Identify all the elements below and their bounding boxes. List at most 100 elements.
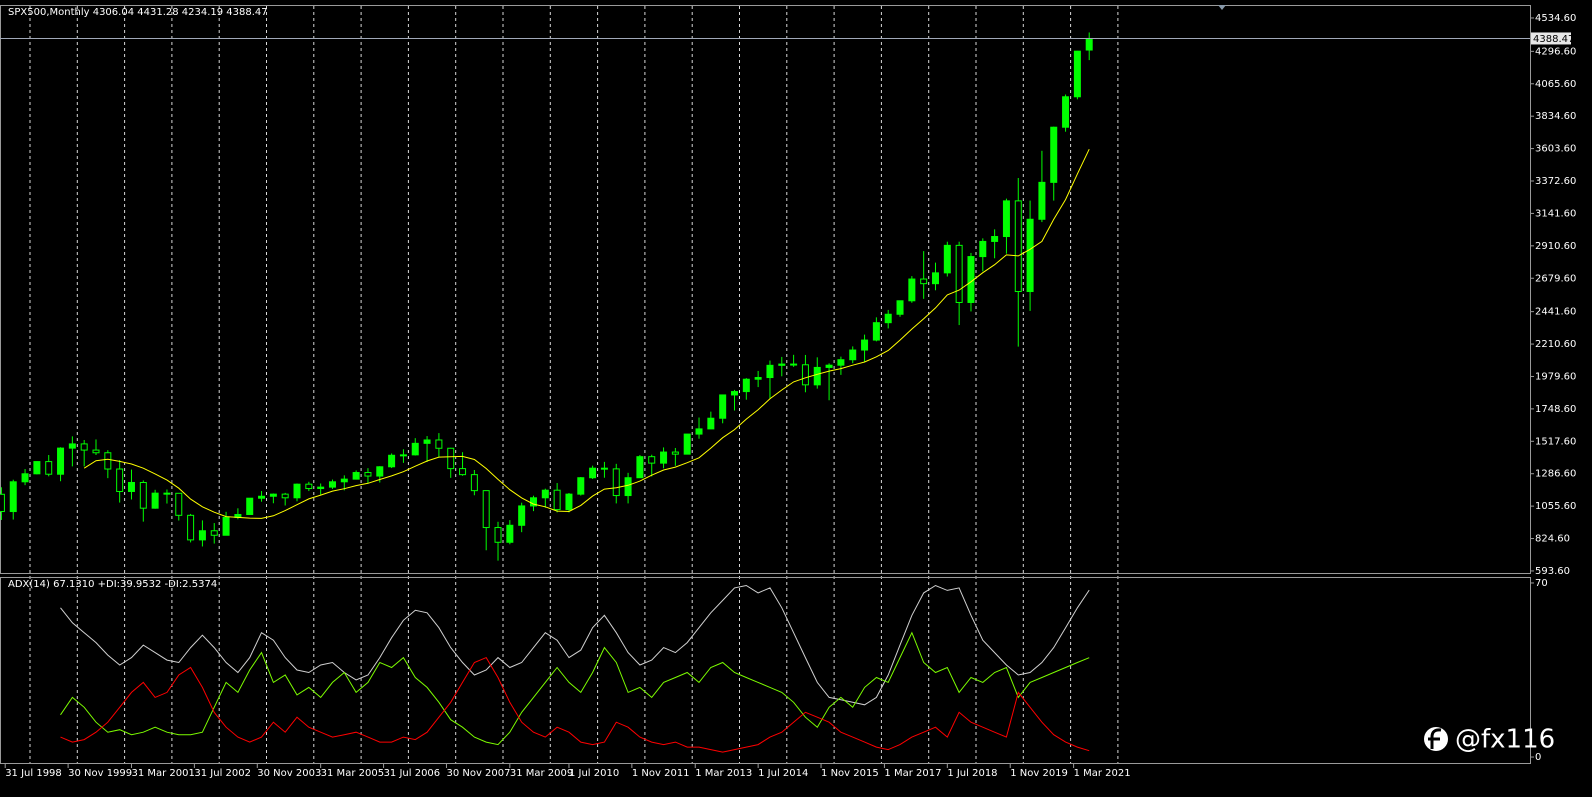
x-tick-label: 1 Nov 2019: [1010, 768, 1068, 779]
candle-body: [459, 468, 467, 476]
candle-body: [683, 433, 691, 455]
candle-body: [305, 483, 313, 490]
watermark-icon-glyph: [1428, 728, 1442, 749]
period-separators: [29, 6, 1119, 763]
indicator-line: [60, 656, 1090, 753]
price-label-box: [1531, 32, 1571, 45]
candle-body: [399, 454, 407, 457]
candle-body: [210, 530, 218, 536]
y-tick-label: 593.60: [1535, 566, 1570, 577]
candle-body: [68, 443, 76, 449]
x-tick-label: 1 Jul 2018: [947, 768, 997, 779]
candle-body: [931, 272, 939, 285]
candle-body: [45, 461, 53, 475]
y-tick-label: 1286.60: [1535, 469, 1576, 480]
candle-body: [104, 452, 112, 470]
x-tick-label: 1 Mar 2017: [884, 768, 941, 779]
candle-body: [0, 493, 5, 513]
candle-body: [127, 481, 135, 492]
candle-body: [541, 489, 549, 499]
candle-body: [364, 472, 372, 477]
candle-body: [1038, 181, 1046, 220]
y-tick-label: 3141.60: [1535, 208, 1576, 219]
x-tick-label: 1 Nov 2011: [632, 768, 690, 779]
watermark-text: @fx116: [1455, 725, 1555, 755]
candle-body: [139, 481, 147, 509]
candle-body: [766, 364, 774, 379]
y-tick-label: 824.60: [1535, 534, 1570, 545]
candle-body: [222, 516, 230, 536]
candle-body: [529, 497, 537, 507]
candle-body: [861, 339, 869, 351]
candle-body: [494, 527, 502, 543]
indicator-line: [60, 584, 1090, 706]
candle-body: [376, 466, 384, 477]
x-tick-label: 30 Nov 2003: [257, 768, 321, 779]
candle-body: [151, 492, 159, 509]
candle-body: [1002, 200, 1010, 238]
candle-body: [269, 493, 277, 497]
price-panel: [0, 5, 1531, 574]
candle-body: [9, 481, 17, 513]
candle-body: [943, 244, 951, 274]
candle-body: [730, 391, 738, 396]
y-tick-label: 3603.60: [1535, 144, 1576, 155]
x-tick-label: 31 Jul 2006: [384, 768, 441, 779]
y-tick-label: 4065.60: [1535, 79, 1576, 90]
candle-body: [801, 364, 809, 386]
x-tick-label: 1 Mar 2013: [695, 768, 752, 779]
candle-body: [198, 530, 206, 541]
candle-body: [1050, 126, 1058, 183]
y-tick-label: 1517.60: [1535, 436, 1576, 447]
candle-body: [281, 493, 289, 499]
x-tick-label: 31 Mar 2005: [321, 768, 384, 779]
candle-body: [21, 473, 29, 483]
candle-body: [955, 244, 963, 303]
candle-body: [246, 497, 254, 515]
candle-body: [293, 483, 301, 499]
y-tick-label: 4534.60: [1535, 13, 1576, 24]
candle-body: [589, 467, 597, 479]
candle-body: [872, 322, 880, 341]
candle-body: [565, 493, 573, 511]
candle-body: [624, 477, 632, 497]
candle-body: [175, 492, 183, 516]
candle-body: [553, 489, 561, 511]
x-tick-label: 31 Mar 2009: [510, 768, 573, 779]
candle-body: [328, 481, 336, 488]
candle-body: [825, 364, 833, 368]
y-tick-label: 1979.60: [1535, 371, 1576, 382]
candle-body: [896, 300, 904, 315]
candle-body: [258, 495, 266, 499]
panel-title: ADX(14) 67.1310 +DI:39.9532 -DI:2.5374: [8, 579, 217, 590]
candle-body: [660, 451, 668, 464]
y-tick-label: 1748.60: [1535, 404, 1576, 415]
candle-body: [849, 349, 857, 361]
candle-body: [636, 456, 644, 479]
y-tick-label: 70: [1535, 578, 1548, 589]
y-tick-label: 3372.60: [1535, 176, 1576, 187]
x-tick-label: 1 Mar 2021: [1074, 768, 1131, 779]
candle-body: [340, 478, 348, 483]
candle-body: [482, 490, 490, 529]
candle-body: [719, 394, 727, 419]
y-tick-label: 3834.60: [1535, 111, 1576, 122]
candle-body: [920, 278, 928, 285]
x-tick-label: 1 Nov 2015: [821, 768, 879, 779]
candle-body: [352, 472, 360, 480]
candle-body: [1062, 96, 1070, 128]
candle-body: [813, 366, 821, 386]
candle-body: [447, 447, 455, 470]
x-tick-label: 31 Mar 2001: [131, 768, 194, 779]
candle-body: [790, 363, 798, 366]
y-tick-label: 4296.60: [1535, 46, 1576, 57]
candle-body: [116, 468, 124, 492]
x-tick-label: 30 Nov 1999: [68, 768, 132, 779]
x-tick-label: 1 Jul 2010: [569, 768, 619, 779]
indicator-panel: [0, 577, 1531, 764]
y-tick-label: 2679.60: [1535, 273, 1576, 284]
candle-body: [695, 428, 703, 435]
candle-body: [778, 363, 786, 366]
